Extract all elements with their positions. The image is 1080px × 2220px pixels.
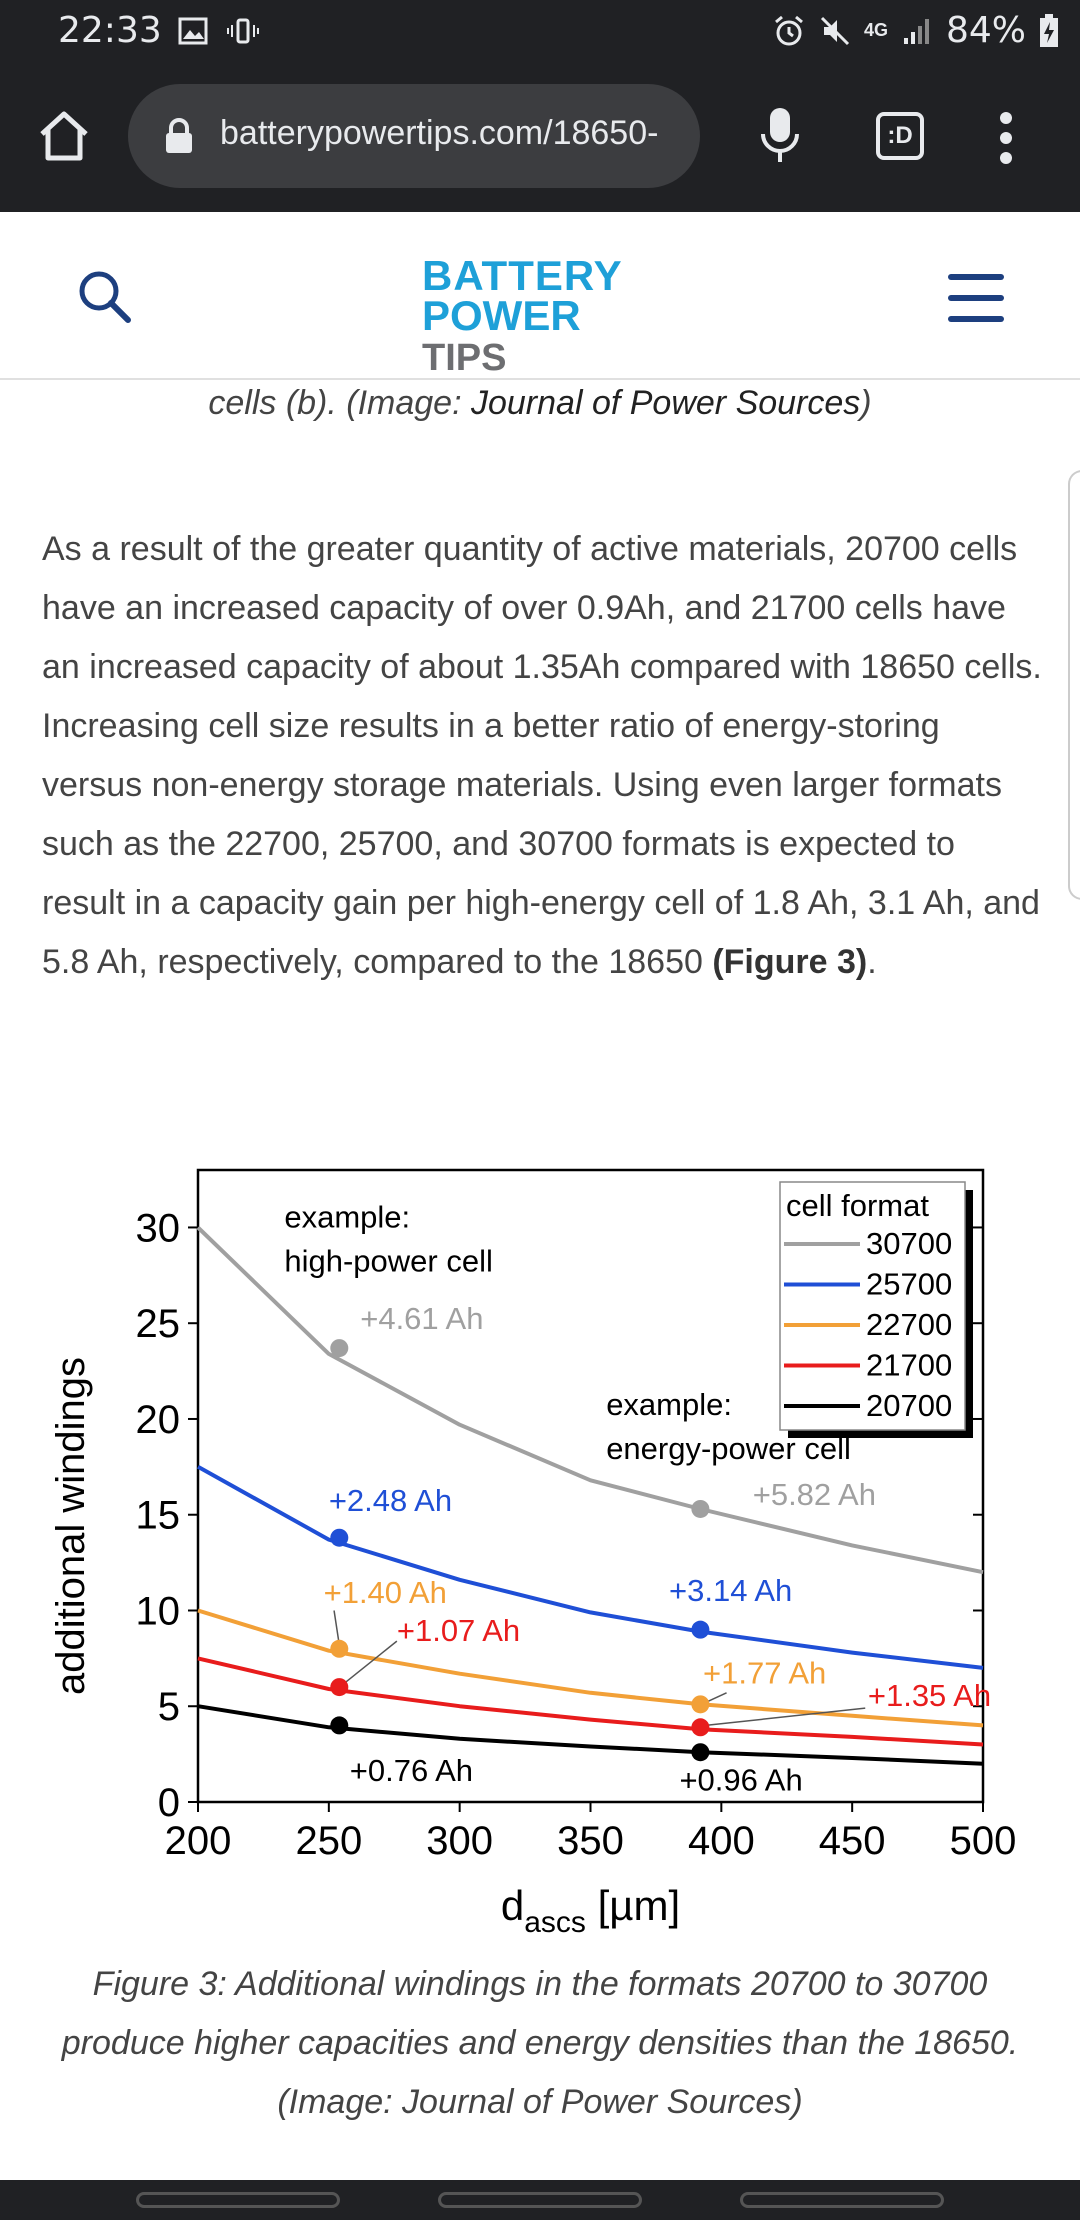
mute-icon xyxy=(820,16,850,45)
figure-caption-bottom: Figure 3: Additional windings in the for… xyxy=(61,1965,1019,2121)
annotation-label: +0.96 Ah xyxy=(679,1763,802,1798)
x-tick-label: 200 xyxy=(165,1819,232,1863)
figure-caption-top: cells (b). (Image: Journal of Power Sour… xyxy=(208,384,872,422)
legend-title: cell format xyxy=(786,1188,929,1223)
logo-tips-text: TIPS xyxy=(422,337,507,379)
hamburger-menu-icon[interactable] xyxy=(948,274,1004,322)
annotation-label: example: xyxy=(606,1387,732,1422)
logo-power-text: POWER xyxy=(422,292,581,339)
battery-charging-icon xyxy=(1040,13,1058,47)
chart-svg: 200 250 300 350 400 450 500 0 5 10 15 20 25 30 dascs [… xyxy=(49,1168,1017,1939)
image-icon xyxy=(178,17,208,45)
data-point-marker xyxy=(330,1716,349,1735)
annotation-label: +1.35 Ah xyxy=(868,1678,991,1713)
x-tick-label: 350 xyxy=(557,1819,624,1863)
home-icon[interactable] xyxy=(36,108,92,164)
y-tick-label: 30 xyxy=(136,1206,181,1250)
signal-icon xyxy=(903,18,929,44)
series-line-20700 xyxy=(197,1704,984,1766)
status-system-icons: 4G 84% xyxy=(772,10,1060,51)
x-tick-label: 400 xyxy=(688,1819,755,1863)
annotation-label: +1.07 Ah xyxy=(397,1613,520,1648)
vibrate-icon xyxy=(227,18,259,44)
y-tick-label: 5 xyxy=(158,1685,180,1729)
scroll-handle[interactable] xyxy=(1068,470,1080,900)
system-navigation-bar xyxy=(0,2180,1080,2220)
y-tick-label: 20 xyxy=(136,1398,181,1442)
logo-battery-text: BATTERY xyxy=(422,252,623,299)
address-bar[interactable]: batterypowertips.com/18650- xyxy=(128,84,700,188)
data-point-marker xyxy=(330,1639,349,1658)
data-point-marker xyxy=(330,1339,349,1358)
nav-back-button[interactable] xyxy=(740,2192,944,2208)
article-paragraph: As a result of the greater quantity of a… xyxy=(42,530,1042,981)
data-point-marker xyxy=(691,1743,710,1762)
x-tick-label: 250 xyxy=(295,1819,362,1863)
caption-source: Journal of Power Sources xyxy=(402,2083,792,2121)
series-line-25700 xyxy=(197,1465,984,1670)
y-tick-label: 10 xyxy=(136,1589,181,1633)
status-time: 22:33 xyxy=(58,10,162,51)
y-axis-label: additional windings xyxy=(49,1357,93,1695)
legend-label-30700: 30700 xyxy=(866,1226,952,1261)
annotation-label: +0.76 Ah xyxy=(350,1753,473,1788)
status-bar: 22:33 4G 84% xyxy=(0,0,1080,64)
x-tick-label: 450 xyxy=(819,1819,886,1863)
data-point-marker xyxy=(330,1678,349,1697)
annotation-label: +3.14 Ah xyxy=(669,1573,792,1608)
figure-3-chart: 200 250 300 350 400 450 500 0 5 10 15 20 25 30 dascs [… xyxy=(40,1150,1040,1940)
data-point-marker xyxy=(330,1528,349,1547)
annotation-leader-line xyxy=(705,1692,727,1704)
y-tick-label: 15 xyxy=(136,1494,181,1538)
series-line-22700 xyxy=(197,1608,984,1728)
data-point-marker xyxy=(691,1695,710,1714)
x-tick-label: 500 xyxy=(950,1819,1017,1863)
microphone-icon[interactable] xyxy=(760,104,800,168)
y-tick-label: 25 xyxy=(136,1302,181,1346)
legend-label-22700: 22700 xyxy=(866,1307,952,1342)
annotation-label: example: xyxy=(284,1199,410,1234)
figure-reference: (Figure 3) xyxy=(712,943,868,981)
battery-percent: 84% xyxy=(945,10,1026,51)
annotation-label: high-power cell xyxy=(284,1244,493,1279)
lock-icon[interactable] xyxy=(164,118,194,154)
more-options-icon[interactable] xyxy=(994,108,1018,168)
data-point-marker xyxy=(691,1718,710,1737)
annotation-label: +4.61 Ah xyxy=(360,1301,483,1336)
annotation-leader-line xyxy=(333,1610,341,1646)
series-line-30700 xyxy=(196,1226,984,1575)
search-icon[interactable] xyxy=(76,268,132,324)
browser-toolbar: batterypowertips.com/18650- :D xyxy=(0,64,1080,212)
logo-power-tips: POWER TIPS xyxy=(422,295,662,379)
annotation-label: +1.77 Ah xyxy=(703,1655,826,1690)
status-notification-icons xyxy=(178,16,260,46)
nav-recents-button[interactable] xyxy=(136,2192,340,2208)
nav-home-button[interactable] xyxy=(438,2192,642,2208)
legend-label-25700: 25700 xyxy=(866,1267,952,1302)
caption-source: Journal of Power Sources xyxy=(470,384,861,422)
annotation-label: +5.82 Ah xyxy=(753,1477,876,1512)
annotation-leader-line xyxy=(341,1640,398,1686)
series-line-21700 xyxy=(197,1656,984,1747)
x-tick-label: 300 xyxy=(426,1819,493,1863)
annotation-label: +1.40 Ah xyxy=(324,1575,447,1610)
tab-switcher-button[interactable]: :D xyxy=(876,112,924,160)
data-point-marker xyxy=(691,1620,710,1639)
legend-label-21700: 21700 xyxy=(866,1348,952,1383)
legend-box xyxy=(779,1181,966,1431)
y-tick-label: 0 xyxy=(158,1781,180,1825)
network-type-label: 4G xyxy=(863,20,888,40)
url-text[interactable]: batterypowertips.com/18650- xyxy=(220,114,659,152)
alarm-icon xyxy=(775,15,803,45)
data-point-marker xyxy=(691,1499,710,1518)
annotation-leader-line xyxy=(705,1707,866,1727)
legend-label-20700: 20700 xyxy=(866,1388,952,1423)
site-logo[interactable]: BATTERY POWER TIPS xyxy=(422,252,662,379)
annotation-label: +2.48 Ah xyxy=(329,1483,452,1518)
site-header: BATTERY POWER TIPS xyxy=(0,212,1080,380)
x-axis-label: dascs [µm] xyxy=(501,1882,680,1939)
